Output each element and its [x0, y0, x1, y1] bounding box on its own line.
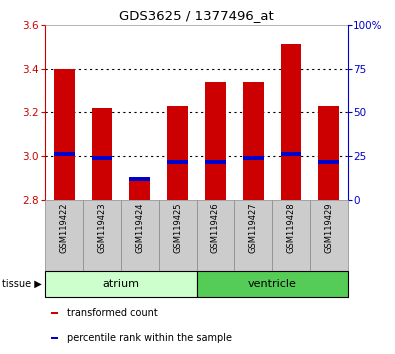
FancyBboxPatch shape	[121, 200, 159, 271]
Bar	[205, 160, 226, 164]
Text: GSM119425: GSM119425	[173, 202, 182, 253]
Bar	[130, 178, 150, 200]
Bar	[130, 177, 150, 181]
Bar	[92, 156, 113, 160]
Bar	[167, 160, 188, 164]
Text: tissue ▶: tissue ▶	[2, 279, 41, 289]
Bar	[92, 108, 113, 200]
Bar	[51, 313, 58, 314]
Bar	[51, 337, 58, 339]
Text: GSM119426: GSM119426	[211, 202, 220, 253]
FancyBboxPatch shape	[83, 200, 121, 271]
Bar	[54, 152, 75, 156]
Text: percentile rank within the sample: percentile rank within the sample	[67, 333, 231, 343]
Bar	[205, 82, 226, 200]
Text: GSM119423: GSM119423	[98, 202, 107, 253]
Text: ventricle: ventricle	[248, 279, 297, 289]
Text: GSM119422: GSM119422	[60, 202, 69, 253]
FancyBboxPatch shape	[197, 200, 234, 271]
Bar	[243, 82, 263, 200]
Bar	[318, 106, 339, 200]
Text: atrium: atrium	[102, 279, 139, 289]
Bar	[243, 156, 263, 160]
FancyBboxPatch shape	[197, 271, 348, 297]
FancyBboxPatch shape	[45, 271, 197, 297]
FancyBboxPatch shape	[310, 200, 348, 271]
Text: GSM119424: GSM119424	[135, 202, 144, 253]
Text: GSM119428: GSM119428	[286, 202, 295, 253]
Text: transformed count: transformed count	[67, 308, 157, 318]
Text: GSM119429: GSM119429	[324, 202, 333, 253]
Bar	[280, 45, 301, 200]
FancyBboxPatch shape	[234, 200, 272, 271]
FancyBboxPatch shape	[159, 200, 197, 271]
Bar	[54, 69, 75, 200]
Bar	[280, 152, 301, 156]
Bar	[167, 106, 188, 200]
Bar	[318, 160, 339, 164]
FancyBboxPatch shape	[45, 200, 83, 271]
FancyBboxPatch shape	[272, 200, 310, 271]
Text: GSM119427: GSM119427	[249, 202, 258, 253]
Title: GDS3625 / 1377496_at: GDS3625 / 1377496_at	[119, 9, 274, 22]
